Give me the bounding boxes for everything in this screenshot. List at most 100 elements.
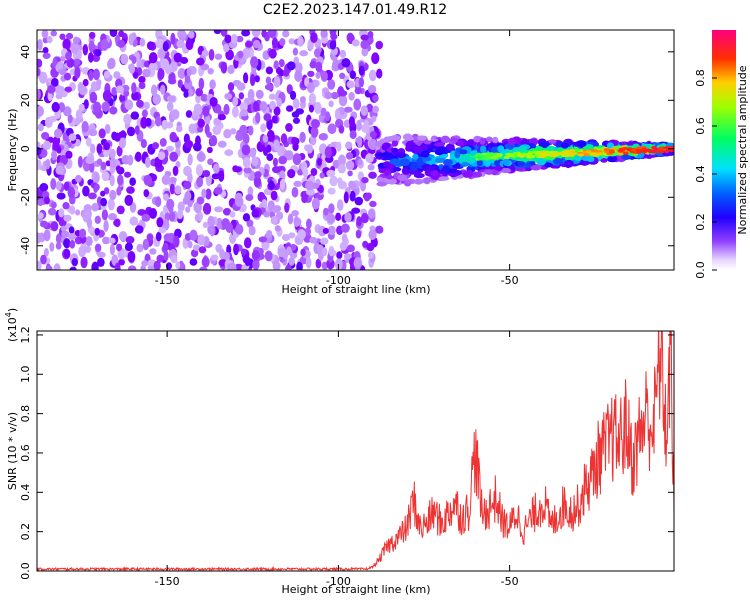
heatmap-cell	[313, 48, 321, 58]
heatmap-cell	[192, 109, 199, 117]
heatmap-cell	[306, 82, 315, 94]
heatmap-cell	[176, 209, 184, 220]
snr-x-tick-label: -50	[501, 575, 519, 588]
heatmap-cell	[583, 153, 590, 157]
heatmap-cell	[251, 250, 260, 261]
heatmap-cell	[497, 145, 505, 153]
heatmap-cell	[224, 92, 233, 100]
spectrogram-y-tick-label: 0	[19, 145, 32, 152]
heatmap-cell	[544, 162, 553, 168]
heatmap-cell	[483, 157, 490, 161]
heatmap-cell	[94, 49, 102, 57]
heatmap-cell	[299, 131, 306, 143]
heatmap-cell	[134, 151, 142, 162]
heatmap-cell	[118, 258, 125, 266]
heatmap-cell	[404, 179, 412, 184]
heatmap-cell	[173, 235, 180, 248]
heatmap-cell	[204, 115, 211, 126]
heatmap-cell	[328, 203, 335, 214]
heatmap-cell	[237, 50, 244, 59]
heatmap-cell	[64, 86, 72, 93]
heatmap-cell	[324, 146, 332, 159]
heatmap-cell	[87, 52, 94, 63]
heatmap-cell	[620, 141, 627, 146]
heatmap-cell	[391, 140, 399, 147]
heatmap-cell	[37, 212, 44, 219]
heatmap-cell	[269, 100, 277, 110]
heatmap-cell	[235, 223, 244, 235]
heatmap-cell	[209, 96, 218, 107]
colorbar: 0.0 0.2 0.4 0.6 0.8 Normalized spectral ampl…	[694, 30, 749, 279]
heatmap-cell	[100, 197, 108, 207]
heatmap-cell	[282, 249, 289, 260]
heatmap-cell	[69, 205, 76, 215]
heatmap-cell	[128, 33, 134, 46]
heatmap-cell	[210, 254, 219, 261]
spectrogram-y-ticks: -40 -20 0 20 40	[19, 45, 674, 255]
heatmap-cell	[113, 71, 121, 79]
snr-y-ticks: 0.0 0.2 0.4 0.6 0.8 1.0 1.2	[19, 326, 674, 580]
heatmap-cell	[374, 225, 384, 234]
heatmap-cell	[212, 125, 222, 135]
heatmap-cell	[118, 137, 127, 149]
heatmap-cell	[55, 165, 65, 175]
heatmap-cell	[136, 58, 143, 71]
heatmap-cell	[585, 150, 592, 154]
heatmap-cell	[383, 137, 393, 143]
heatmap-cell	[367, 164, 375, 171]
heatmap-cell	[200, 63, 210, 71]
heatmap-cell	[49, 115, 57, 123]
heatmap-cell	[119, 94, 126, 102]
snr-frame	[36, 330, 675, 572]
heatmap-cell	[37, 68, 41, 77]
heatmap-cell	[349, 70, 357, 80]
heatmap-cell	[223, 103, 230, 116]
heatmap-cell	[160, 84, 166, 95]
heatmap-cell	[37, 199, 44, 207]
heatmap-cell	[103, 70, 111, 79]
heatmap-cell	[546, 145, 555, 151]
spectrogram-x-ticks: -150 -100 -50	[155, 30, 519, 287]
heatmap-cell	[476, 155, 483, 159]
heatmap-cell	[561, 153, 568, 158]
heatmap-cell	[51, 101, 60, 113]
heatmap-cell	[103, 142, 110, 151]
heatmap-cell	[226, 262, 236, 270]
heatmap-cell	[111, 87, 118, 96]
heatmap-cell	[131, 82, 137, 94]
heatmap-cell	[618, 147, 625, 151]
heatmap-cell	[138, 81, 146, 90]
heatmap-cell	[69, 239, 76, 249]
heatmap-cell	[37, 260, 42, 270]
heatmap-cell	[117, 39, 126, 48]
heatmap-cell	[291, 187, 299, 198]
heatmap-cell	[56, 192, 66, 200]
heatmap-cell	[299, 50, 309, 57]
heatmap-cell	[564, 159, 574, 168]
heatmap-cell	[292, 98, 300, 109]
heatmap-cell	[279, 178, 286, 191]
heatmap-cell	[209, 134, 218, 147]
heatmap-cell	[242, 48, 251, 60]
heatmap-cell	[155, 196, 162, 208]
heatmap-cell	[67, 114, 73, 124]
heatmap-cell	[156, 217, 164, 228]
heatmap-cell	[305, 218, 312, 230]
heatmap-cell	[118, 231, 128, 242]
heatmap-cell	[315, 71, 321, 79]
heatmap-cell	[349, 130, 357, 140]
heatmap-cell	[325, 111, 331, 122]
heatmap-cell	[503, 158, 510, 166]
snr-x-tick-label: -150	[155, 575, 180, 588]
heatmap-cell	[262, 134, 269, 143]
heatmap-cell	[121, 84, 130, 92]
heatmap-cell	[251, 30, 261, 38]
heatmap-cell	[154, 116, 162, 127]
heatmap-cell	[91, 202, 100, 212]
heatmap-cell	[503, 155, 510, 160]
heatmap-cell	[326, 169, 336, 178]
heatmap-cell	[330, 92, 339, 100]
heatmap-cell	[88, 128, 98, 137]
heatmap-cell	[287, 213, 294, 225]
heatmap-cell	[479, 145, 487, 154]
